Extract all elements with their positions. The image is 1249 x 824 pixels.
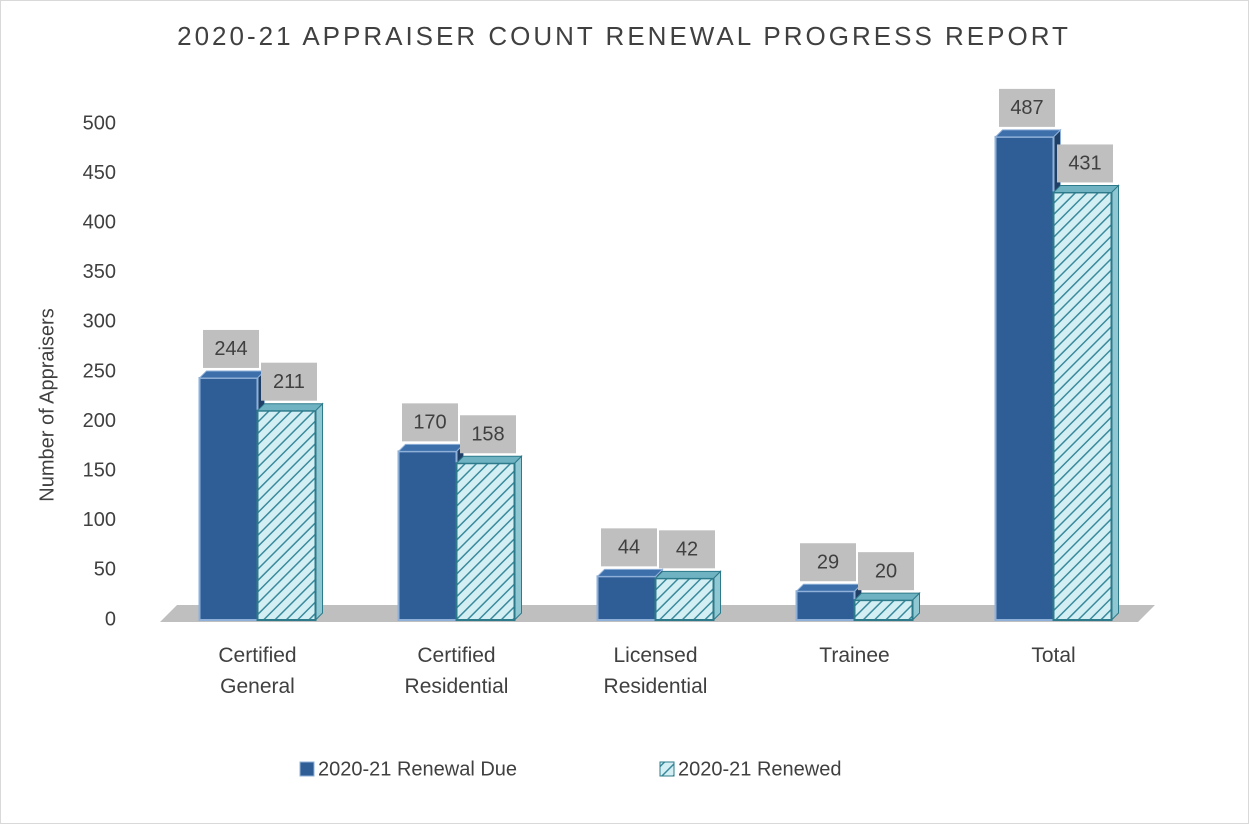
x-tick-label: Total <box>1031 644 1076 667</box>
value-label-box <box>1057 144 1113 183</box>
x-tick-label: Certified General <box>218 644 297 698</box>
bar <box>397 450 458 621</box>
bar-top <box>795 583 863 592</box>
y-tick-label: 0 <box>105 608 116 630</box>
bar-side <box>315 402 323 622</box>
bar <box>1052 191 1113 621</box>
x-tick-label: Trainee <box>819 644 890 667</box>
value-label: 211 <box>273 371 305 393</box>
bar-top <box>455 455 523 464</box>
value-label: 44 <box>618 537 640 559</box>
x-tick-label: Certified Residential <box>404 644 509 698</box>
value-label: 42 <box>676 539 698 561</box>
value-label-box <box>800 543 856 582</box>
value-label-box <box>402 403 458 442</box>
legend-label: 2020-21 Renewal Due <box>318 758 517 780</box>
y-tick-label: 50 <box>94 559 116 581</box>
legend-swatch <box>299 761 315 777</box>
bar <box>256 409 317 621</box>
value-label: 29 <box>817 552 839 574</box>
bar <box>994 135 1055 621</box>
bar-top <box>853 592 921 601</box>
y-axis-label: Number of Appraisers <box>36 308 58 501</box>
chart-title: 2020-21 APPRAISER COUNT RENEWAL PROGRESS… <box>177 21 1071 51</box>
bar <box>596 575 657 621</box>
value-label-box <box>601 528 657 567</box>
bar-top <box>654 570 722 579</box>
value-label: 487 <box>1010 97 1043 119</box>
y-tick-label: 200 <box>83 410 116 432</box>
y-tick-label: 500 <box>83 112 116 134</box>
bar-top <box>1052 184 1120 193</box>
value-label: 170 <box>413 412 446 434</box>
value-label: 20 <box>875 560 897 582</box>
bar <box>654 577 715 621</box>
legend-label: 2020-21 Renewed <box>678 758 841 780</box>
x-tick-label: Licensed Residential <box>603 644 708 698</box>
value-label-box <box>858 552 914 591</box>
y-tick-label: 100 <box>83 509 116 531</box>
bar-side <box>1111 184 1119 622</box>
value-label-box <box>261 362 317 401</box>
y-tick-label: 250 <box>83 360 116 382</box>
bar <box>853 599 914 621</box>
bar <box>455 462 516 621</box>
y-tick-label: 450 <box>83 162 116 184</box>
value-label: 431 <box>1068 153 1101 175</box>
bar <box>198 376 259 621</box>
bar-top <box>256 403 324 412</box>
value-label: 158 <box>471 424 504 446</box>
bar-top <box>596 568 664 577</box>
value-label-box <box>999 88 1055 127</box>
bar-top <box>994 129 1062 138</box>
y-tick-label: 300 <box>83 311 116 333</box>
value-label-box <box>460 415 516 454</box>
bar-side <box>514 455 522 622</box>
value-label: 244 <box>214 338 247 360</box>
y-tick-label: 400 <box>83 211 116 233</box>
bar-side <box>713 570 721 622</box>
bar-top <box>198 370 266 379</box>
bar-top <box>397 443 465 452</box>
y-tick-label: 350 <box>83 261 116 283</box>
y-tick-label: 150 <box>83 459 116 481</box>
value-label-box <box>659 530 715 569</box>
value-label-box <box>203 329 259 368</box>
bar <box>795 590 856 621</box>
legend-swatch <box>659 761 675 777</box>
